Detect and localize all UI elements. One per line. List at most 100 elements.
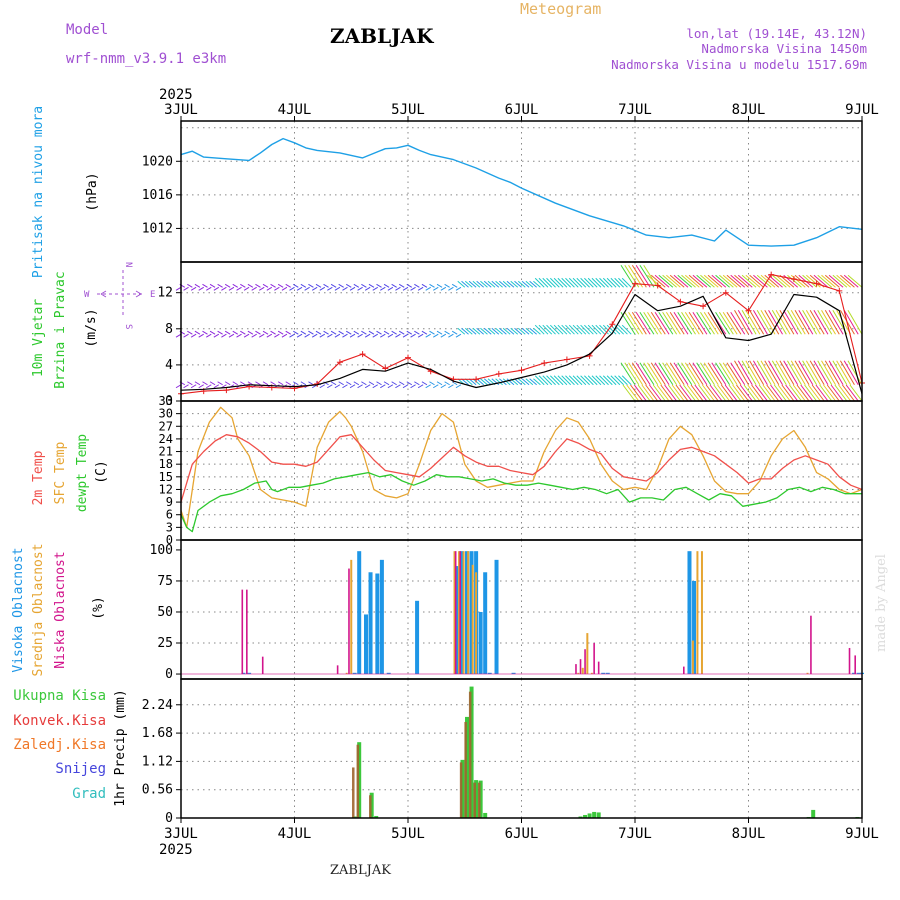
wind-barb	[444, 381, 450, 386]
wind-barb	[703, 362, 719, 386]
y-tick-label: 0	[165, 811, 173, 826]
y-tick-label: 1.68	[142, 726, 173, 741]
high-cloud-bar	[368, 572, 373, 675]
wind-barb	[790, 309, 806, 335]
wind-barb	[372, 286, 378, 291]
wind-gust-marker	[495, 370, 502, 377]
wind-barb	[175, 384, 182, 389]
low-cloud-bar	[246, 589, 248, 675]
wind-barb	[760, 360, 776, 386]
wind-barb	[476, 327, 484, 335]
wind-barb	[696, 362, 712, 386]
y-tick-label: 33	[159, 394, 173, 408]
wind-barb	[591, 375, 602, 386]
wind-barb	[433, 333, 439, 338]
wind-barb	[717, 384, 730, 402]
wind-barb	[656, 384, 670, 402]
wind-barb	[587, 277, 598, 288]
wind-barb	[602, 375, 613, 386]
wind-barb	[240, 330, 246, 335]
wind-barb	[628, 362, 643, 386]
wind-barb	[843, 274, 859, 288]
wind-barb	[476, 280, 484, 288]
wind-barb	[533, 280, 541, 288]
wind-barb	[521, 327, 530, 335]
wind-barb	[266, 333, 273, 338]
wind-barb	[323, 283, 329, 288]
total-precip-bar	[596, 812, 601, 818]
wind-barb	[821, 360, 836, 386]
wind-barb	[300, 330, 307, 335]
wind-barb	[529, 378, 537, 386]
wind-barb	[542, 375, 553, 386]
high-cloud-bar	[465, 551, 470, 675]
wind-barb	[626, 384, 640, 402]
wind-barb	[455, 333, 462, 338]
wind-barb	[300, 283, 307, 288]
wind-barb	[194, 330, 201, 335]
wind-barb	[790, 360, 806, 386]
wind-barb	[281, 286, 288, 291]
wind-barb	[202, 381, 208, 386]
wind-barb	[406, 381, 413, 386]
wind-barb	[665, 362, 681, 386]
wind-barb	[464, 327, 473, 335]
wind-barb	[395, 333, 401, 338]
wind-barb	[643, 362, 659, 386]
wind-barb	[703, 274, 719, 288]
wind-barb	[789, 384, 802, 402]
wind-barb	[240, 381, 246, 386]
mid-cloud-bar	[458, 551, 461, 675]
sfc-temp-line	[180, 406, 863, 529]
conv-precip-bar	[473, 782, 476, 818]
wind-barb	[440, 333, 447, 338]
high-cloud-bar	[605, 672, 610, 675]
wind-barb	[258, 286, 265, 291]
wind-barb	[491, 327, 500, 335]
wind-barb	[624, 311, 640, 335]
total-precip-bar	[357, 742, 362, 818]
y-tick-label: 24	[159, 432, 173, 446]
compass-e: E	[150, 290, 155, 300]
wind-barb	[451, 330, 458, 335]
x-day-label-bottom: 8JUL	[732, 826, 766, 842]
wind-barb	[429, 283, 435, 288]
wind-barb	[549, 324, 560, 335]
wind-barb	[817, 274, 833, 288]
mid-cloud-bar	[700, 551, 703, 675]
wind-barb	[338, 381, 344, 386]
mid-cloud-bar	[453, 551, 456, 675]
wind-barb	[315, 283, 322, 288]
wind-barb	[444, 283, 450, 288]
wind-barb	[495, 280, 503, 288]
wind-barb	[823, 384, 836, 402]
x-day-label-top: 5JUL	[391, 102, 425, 118]
wind-barb	[451, 283, 458, 288]
wind-barb	[472, 280, 481, 288]
mid-cloud-bar	[581, 667, 584, 675]
wind-barb	[175, 333, 182, 338]
wind-barb	[499, 327, 507, 335]
wind-barb	[606, 375, 617, 386]
total-precip-bar	[465, 716, 470, 818]
wind-barb	[688, 311, 704, 335]
wind-barb	[775, 309, 791, 335]
wind-barb	[779, 360, 795, 386]
pressure-ylabel: Pritisak na nivou mora	[31, 106, 46, 278]
high-cloud-bar	[852, 672, 857, 675]
wind-barb	[194, 381, 201, 386]
wind-barb	[175, 286, 182, 291]
wind-barb	[622, 384, 636, 402]
x-day-label-bottom: 6JUL	[505, 826, 539, 842]
wind-barb	[572, 277, 583, 288]
low-cloud-bar	[854, 655, 856, 675]
wind-barb	[785, 384, 799, 402]
wind-barb	[398, 381, 405, 386]
wind-barb	[289, 333, 295, 338]
wind-barb	[836, 274, 851, 288]
wind-barb	[183, 286, 189, 291]
wind-barb	[781, 384, 795, 402]
wind-barb	[327, 333, 333, 338]
wind-barb	[662, 311, 678, 335]
